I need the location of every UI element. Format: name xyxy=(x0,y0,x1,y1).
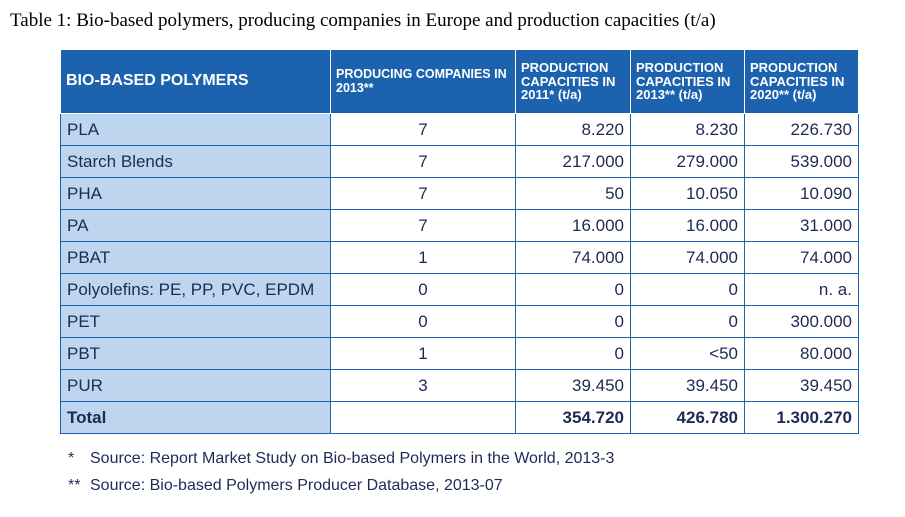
companies-count: 7 xyxy=(330,145,516,178)
capacity-2013: <50 xyxy=(630,337,745,370)
capacity-2011: 74.000 xyxy=(515,241,631,274)
capacity-2011: 0 xyxy=(515,273,631,306)
companies-count: 1 xyxy=(330,337,516,370)
polymer-name: PA xyxy=(60,209,331,242)
header-companies: PRODUCING COMPANIES IN 2013** xyxy=(330,49,516,114)
total-capacity-2020: 1.300.270 xyxy=(744,401,859,434)
capacity-2013: 74.000 xyxy=(630,241,745,274)
capacity-2011: 8.220 xyxy=(515,113,631,146)
capacity-2020: 80.000 xyxy=(744,337,859,370)
polymer-name: PET xyxy=(60,305,331,338)
capacity-2020: 10.090 xyxy=(744,177,859,210)
table-row: PA 7 16.000 16.000 31.000 xyxy=(60,209,859,242)
capacity-2011: 50 xyxy=(515,177,631,210)
capacity-2013: 39.450 xyxy=(630,369,745,402)
companies-count: 0 xyxy=(330,305,516,338)
capacity-2020: 539.000 xyxy=(744,145,859,178)
companies-count: 1 xyxy=(330,241,516,274)
capacity-2013: 0 xyxy=(630,273,745,306)
capacity-2011: 217.000 xyxy=(515,145,631,178)
table-row: PET 0 0 0 300.000 xyxy=(60,305,859,338)
companies-count: 3 xyxy=(330,369,516,402)
companies-count: 7 xyxy=(330,113,516,146)
table-row: PBT 1 0 <50 80.000 xyxy=(60,337,859,370)
capacity-2013: 16.000 xyxy=(630,209,745,242)
capacity-2013: 0 xyxy=(630,305,745,338)
total-capacity-2011: 354.720 xyxy=(515,401,631,434)
capacity-2013: 8.230 xyxy=(630,113,745,146)
footnotes: * Source: Report Market Study on Bio-base… xyxy=(68,445,614,499)
table-row: Polyolefins: PE, PP, PVC, EPDM 0 0 0 n. … xyxy=(60,273,859,306)
footnote-text: Source: Bio-based Polymers Producer Data… xyxy=(90,477,503,494)
polymer-name: PLA xyxy=(60,113,331,146)
header-cap-2011: PRODUCTION CAPACITIES IN 2011* (t/a) xyxy=(515,49,631,114)
table-row: Starch Blends 7 217.000 279.000 539.000 xyxy=(60,145,859,178)
capacity-2013: 10.050 xyxy=(630,177,745,210)
footnote: * Source: Report Market Study on Bio-base… xyxy=(68,445,614,472)
footnote-mark: ** xyxy=(68,477,81,494)
capacity-2020: 226.730 xyxy=(744,113,859,146)
capacity-2011: 39.450 xyxy=(515,369,631,402)
table-row: PLA 7 8.220 8.230 226.730 xyxy=(60,113,859,146)
polymer-name: Polyolefins: PE, PP, PVC, EPDM xyxy=(60,273,331,306)
header-polymers: BIO-BASED POLYMERS xyxy=(60,49,331,114)
capacity-2020: 39.450 xyxy=(744,369,859,402)
polymer-name: PHA xyxy=(60,177,331,210)
capacity-2020: 74.000 xyxy=(744,241,859,274)
capacity-2011: 0 xyxy=(515,337,631,370)
header-cap-2020: PRODUCTION CAPACITIES IN 2020** (t/a) xyxy=(744,49,859,114)
companies-count: 0 xyxy=(330,273,516,306)
header-row: BIO-BASED POLYMERS PRODUCING COMPANIES I… xyxy=(60,49,859,114)
header-cap-2013: PRODUCTION CAPACITIES IN 2013** (t/a) xyxy=(630,49,745,114)
footnote-text: Source: Report Market Study on Bio-based… xyxy=(90,450,615,467)
table-caption: Table 1: Bio-based polymers, producing c… xyxy=(10,10,716,31)
table-row: PBAT 1 74.000 74.000 74.000 xyxy=(60,241,859,274)
total-label: Total xyxy=(60,401,331,434)
footnote: ** Source: Bio-based Polymers Producer Da… xyxy=(68,472,614,499)
polymer-name: PBT xyxy=(60,337,331,370)
capacity-2013: 279.000 xyxy=(630,145,745,178)
capacity-2020: 31.000 xyxy=(744,209,859,242)
table-row: PUR 3 39.450 39.450 39.450 xyxy=(60,369,859,402)
polymer-name: PUR xyxy=(60,369,331,402)
table-row: PHA 7 50 10.050 10.090 xyxy=(60,177,859,210)
total-row: Total 354.720 426.780 1.300.270 xyxy=(60,401,859,434)
total-companies-empty xyxy=(330,401,516,434)
polymer-name: PBAT xyxy=(60,241,331,274)
capacity-2020: n. a. xyxy=(744,273,859,306)
polymers-table: BIO-BASED POLYMERS PRODUCING COMPANIES I… xyxy=(60,49,859,434)
companies-count: 7 xyxy=(330,177,516,210)
capacity-2011: 0 xyxy=(515,305,631,338)
total-capacity-2013: 426.780 xyxy=(630,401,745,434)
polymer-name: Starch Blends xyxy=(60,145,331,178)
capacity-2011: 16.000 xyxy=(515,209,631,242)
companies-count: 7 xyxy=(330,209,516,242)
footnote-mark: * xyxy=(68,450,75,467)
capacity-2020: 300.000 xyxy=(744,305,859,338)
